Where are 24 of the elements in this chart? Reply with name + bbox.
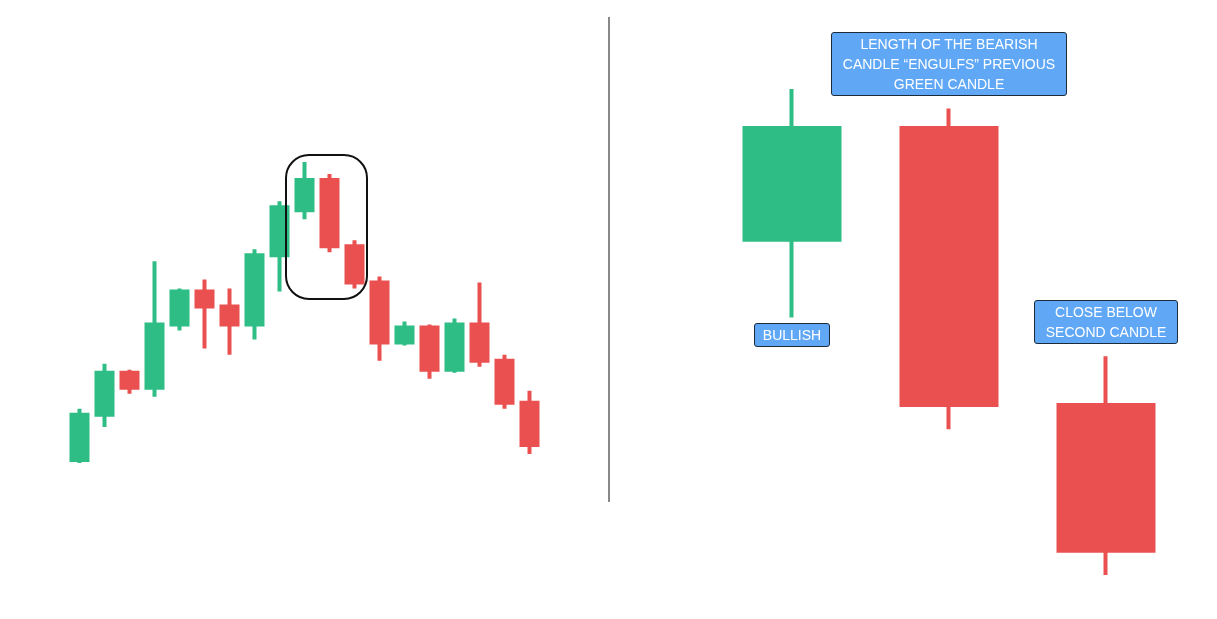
candlestick (119, 369, 140, 394)
candlestick (319, 174, 340, 253)
candlestick (419, 324, 440, 379)
candlestick (394, 321, 415, 346)
candlestick (444, 318, 465, 373)
candlestick (519, 390, 540, 454)
candlestick (194, 279, 215, 349)
candlestick (494, 354, 515, 409)
candlestick (899, 108, 999, 430)
candlestick (742, 89, 842, 318)
candlestick (94, 363, 115, 427)
candlestick (169, 288, 190, 331)
candlestick (69, 408, 90, 463)
annotation: CLOSE BELOW SECOND CANDLE (1034, 300, 1178, 345)
annotation: BULLISH (754, 323, 830, 348)
candlestick (219, 288, 240, 355)
candlestick (244, 249, 265, 340)
candlestick (144, 261, 165, 397)
annotation: LENGTH OF THE BEARISH CANDLE “ENGULFS” PREVIOUS GREEN CANDLE (831, 32, 1067, 97)
candlestick (1056, 356, 1156, 575)
candlestick (294, 162, 315, 220)
candlestick (469, 282, 490, 367)
candlestick (369, 276, 390, 361)
candlestick (344, 240, 365, 289)
